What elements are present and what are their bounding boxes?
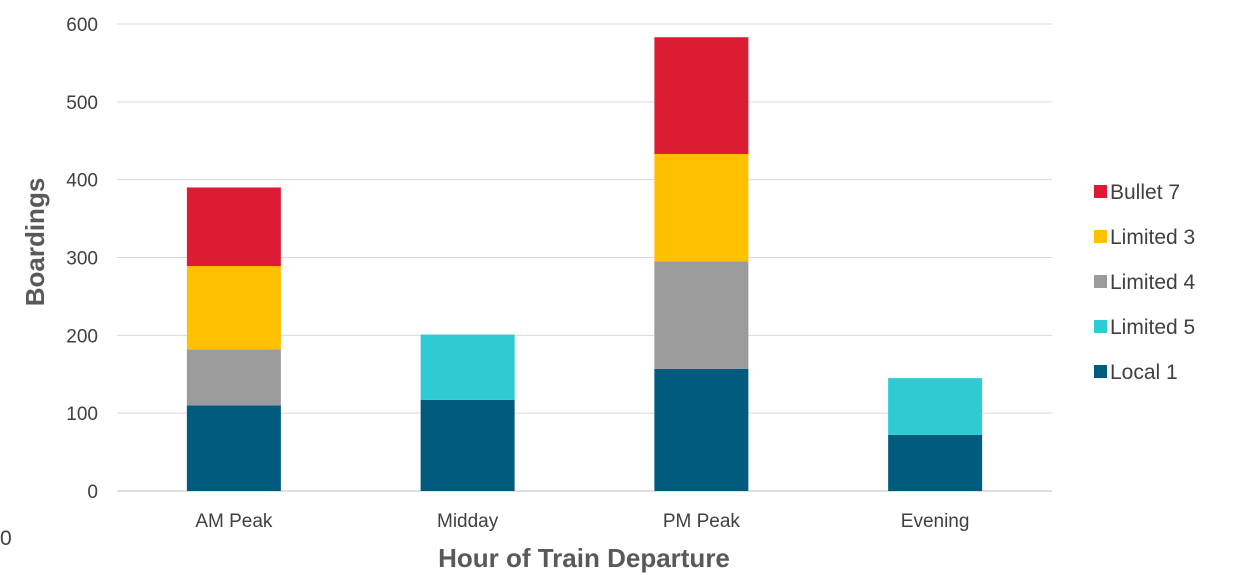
- legend-label: Limited 3: [1110, 226, 1195, 249]
- y-tick-label: 600: [66, 15, 98, 36]
- y-tick-label: 100: [66, 404, 98, 425]
- bar-segment: [654, 37, 749, 154]
- legend-label: Limited 5: [1110, 316, 1195, 339]
- legend-label: Limited 4: [1110, 271, 1196, 294]
- y-axis-title: Boardings: [20, 178, 50, 307]
- y-tick-label: 0: [87, 482, 98, 503]
- stray-zero-label: 0: [0, 527, 12, 550]
- x-tick-label: AM Peak: [195, 511, 273, 532]
- bar-segment: [654, 261, 749, 369]
- bar-segment: [420, 334, 515, 400]
- y-tick-label: 200: [66, 326, 98, 347]
- bar-segment: [420, 399, 515, 491]
- bar-segment: [186, 405, 281, 491]
- legend: Bullet 7 Limited 3 Limited 4 Limited 5 Local…: [1094, 181, 1196, 384]
- legend-label: Local 1: [1110, 361, 1178, 384]
- bar-segment: [888, 434, 983, 491]
- legend-swatch: [1094, 275, 1107, 288]
- legend-swatch: [1094, 230, 1107, 243]
- bar-segment: [186, 187, 281, 267]
- bars: [186, 37, 983, 491]
- y-tick-label: 500: [66, 93, 98, 114]
- legend-swatch: [1094, 185, 1107, 198]
- bar-segment: [654, 368, 749, 491]
- x-tick-labels: AM Peak Midday PM Peak Evening: [195, 511, 969, 532]
- y-tick-label: 300: [66, 249, 98, 270]
- x-tick-label: PM Peak: [663, 511, 741, 532]
- legend-swatch: [1094, 320, 1107, 333]
- x-tick-label: Evening: [901, 511, 970, 532]
- legend-swatch: [1094, 365, 1107, 378]
- bar-segment: [888, 378, 983, 435]
- y-tick-label: 400: [66, 171, 98, 192]
- bar-segment: [654, 153, 749, 262]
- x-tick-label: Midday: [437, 511, 499, 532]
- bar-segment: [186, 349, 281, 406]
- legend-label: Bullet 7: [1110, 181, 1180, 204]
- y-tick-labels: 0 100 200 300 400 500 600: [66, 15, 98, 503]
- bar-segment: [186, 266, 281, 350]
- x-axis-title: Hour of Train Departure: [438, 543, 730, 573]
